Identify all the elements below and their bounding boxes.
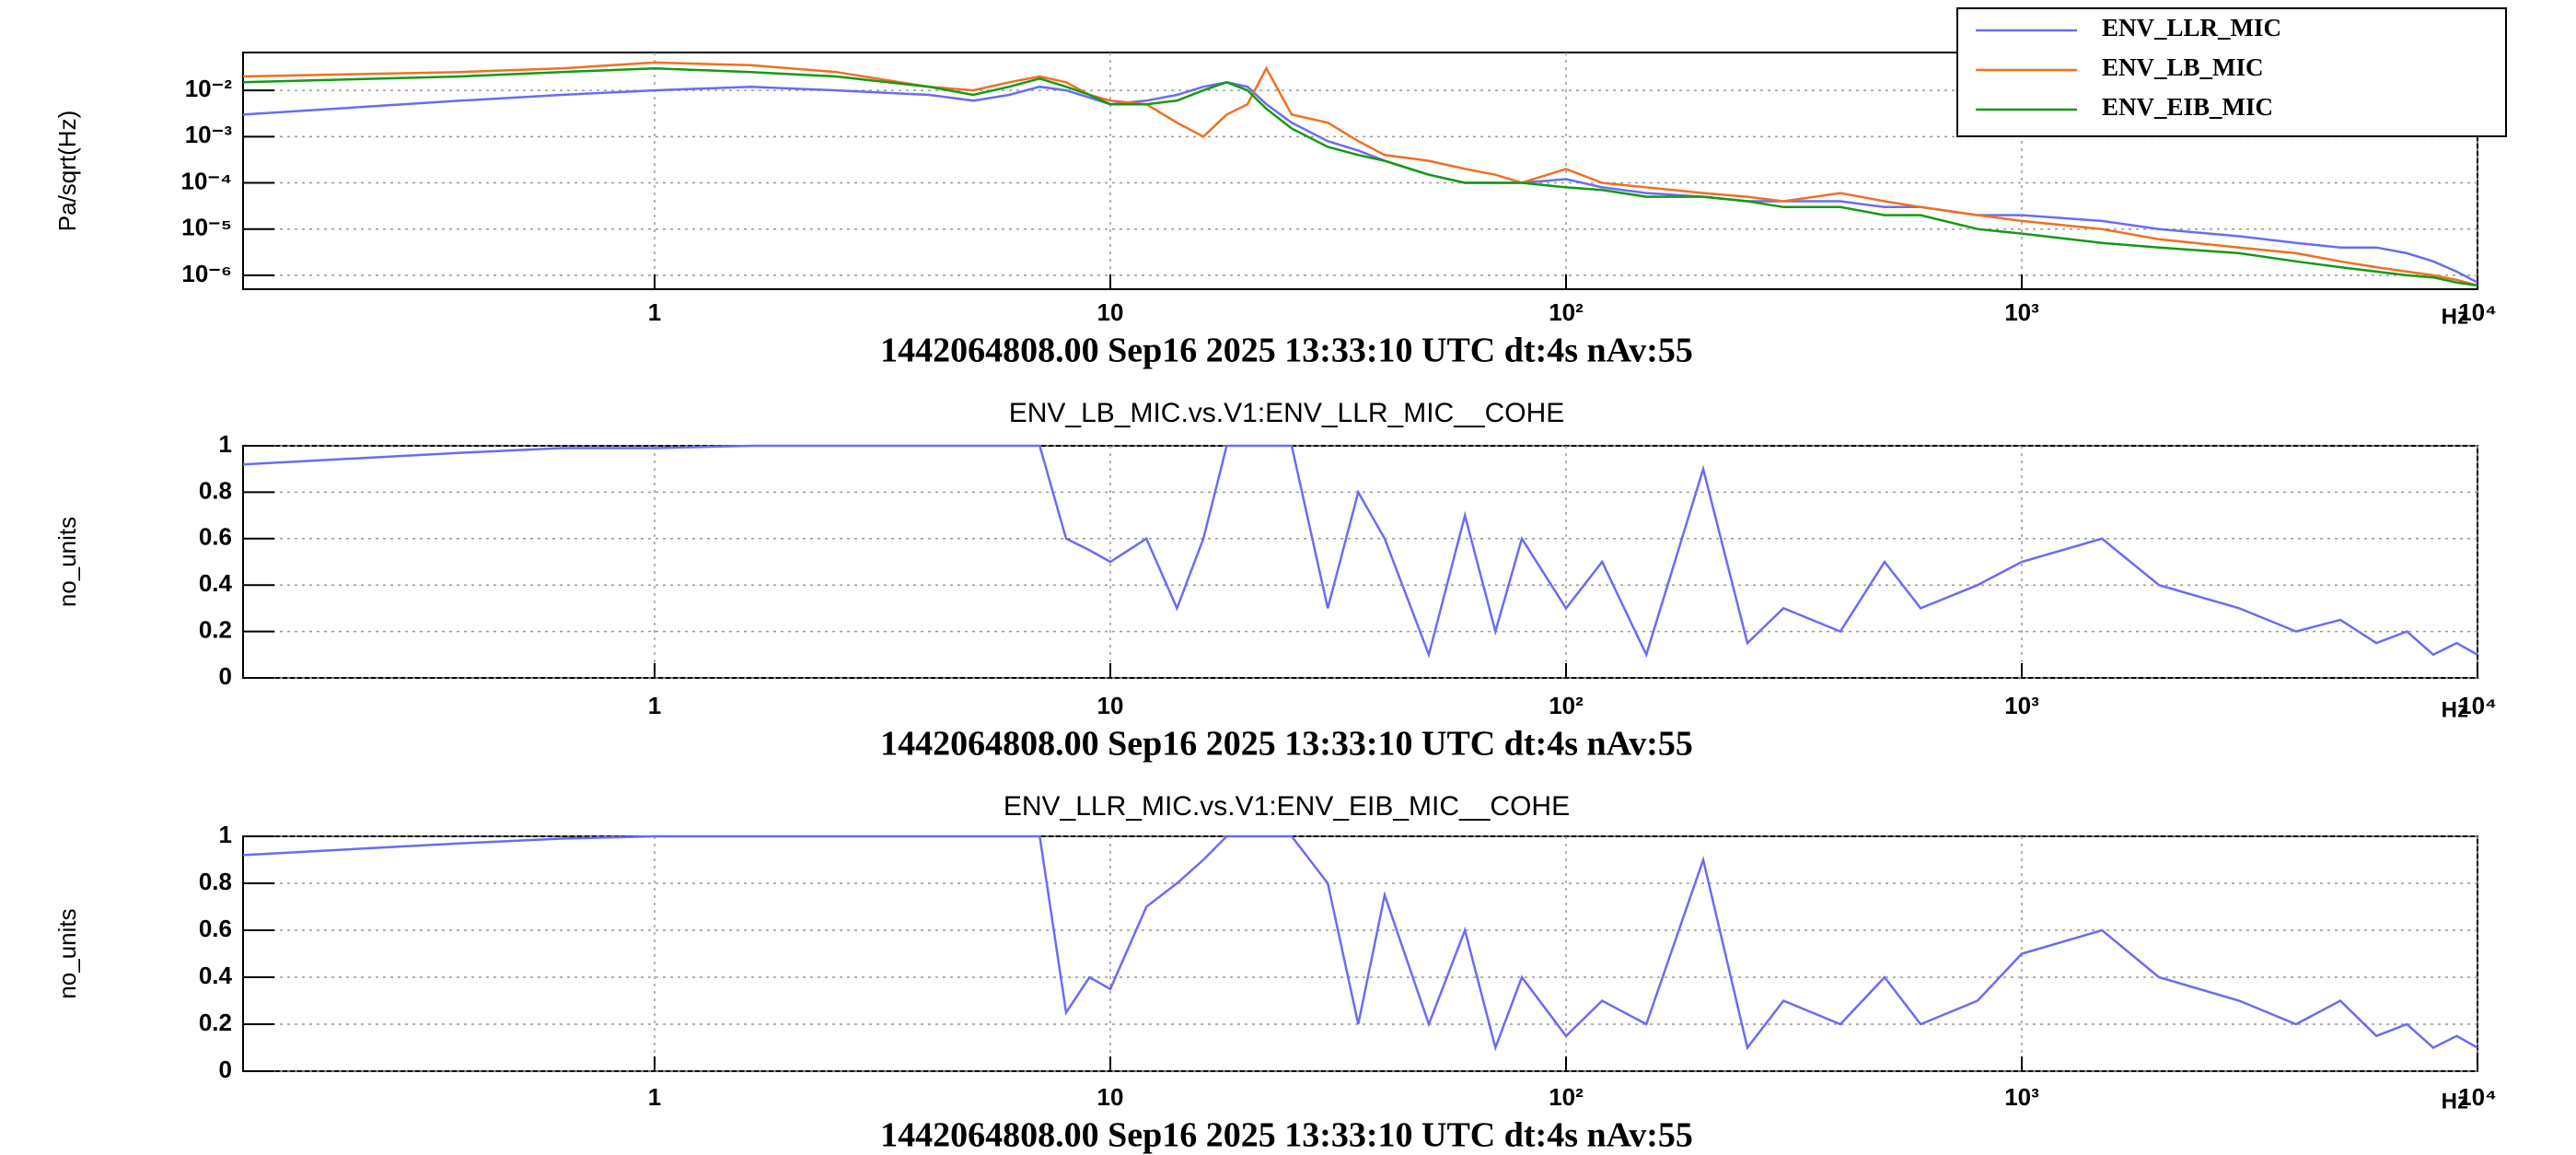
x-tick-label: 1 <box>648 692 661 719</box>
x-tick-label: 10³ <box>2004 692 2039 719</box>
chart-title: ENV_LB_MIC.vs.V1:ENV_LLR_MIC__COHE <box>1009 398 1565 428</box>
data-line <box>242 66 2478 287</box>
plot-frame <box>242 835 2478 1072</box>
x-axis-label: 1442064808.00 Sep16 2025 13:33:10 UTC dt… <box>880 725 1693 764</box>
y-tick-label: 1 <box>219 821 232 848</box>
y-tick-label: 0.8 <box>199 868 232 895</box>
x-tick-label: 10³ <box>2004 298 2039 326</box>
y-axis-label: no_units <box>53 908 81 998</box>
y-tick-label: 1 <box>219 430 232 458</box>
y-tick-label: 0 <box>219 1056 232 1083</box>
y-tick-label: 0 <box>219 662 232 690</box>
y-tick-label: 0.8 <box>199 476 232 504</box>
y-axis-label: no_units <box>53 517 81 607</box>
y-tick-label: 10⁻⁶ <box>181 260 232 287</box>
y-tick-label: 0.4 <box>199 962 233 989</box>
y-tick-label: 0.4 <box>199 569 233 597</box>
y-tick-label: 10⁻⁴ <box>180 167 232 194</box>
x-unit: Hz <box>2442 304 2468 329</box>
legend-label: ENV_EIB_MIC <box>2102 93 2273 121</box>
x-unit: Hz <box>2442 1089 2468 1114</box>
x-tick-label: 10³ <box>2004 1083 2039 1111</box>
y-tick-label: 10⁻² <box>185 75 233 102</box>
x-tick-label: 10⁴ <box>2458 298 2497 326</box>
x-tick-label: 10² <box>1549 298 1584 326</box>
y-tick-label: 0.6 <box>199 915 232 942</box>
x-axis-label: 1442064808.00 Sep16 2025 13:33:10 UTC dt… <box>880 332 1693 370</box>
data-line <box>242 834 2478 1052</box>
x-tick-label: 10 <box>1097 298 1124 326</box>
x-tick-label: 10⁴ <box>2458 692 2497 719</box>
x-tick-label: 1 <box>648 1083 661 1111</box>
x-axis-label: 1442064808.00 Sep16 2025 13:33:10 UTC dt… <box>880 1116 1693 1155</box>
x-unit: Hz <box>2442 697 2468 722</box>
x-tick-label: 10⁴ <box>2458 1083 2497 1111</box>
y-tick-label: 0.2 <box>199 615 232 643</box>
y-tick-label: 10⁻³ <box>185 121 233 148</box>
y-axis-label: Pa/sqrt(Hz) <box>53 111 81 231</box>
y-tick-label: 0.2 <box>199 1009 232 1036</box>
x-tick-label: 10 <box>1097 1083 1124 1111</box>
data-line <box>242 444 2478 659</box>
plot-frame <box>242 445 2478 679</box>
legend-label: ENV_LB_MIC <box>2102 53 2264 81</box>
x-tick-label: 10² <box>1549 692 1584 719</box>
x-tick-label: 10² <box>1549 1083 1584 1111</box>
data-line <box>242 61 2478 287</box>
x-tick-label: 1 <box>648 298 661 326</box>
legend-label: ENV_LLR_MIC <box>2102 14 2281 41</box>
x-tick-label: 10 <box>1097 692 1124 719</box>
y-tick-label: 0.6 <box>199 523 232 551</box>
chart-title: ENV_LLR_MIC.vs.V1:ENV_EIB_MIC__COHE <box>1004 791 1570 822</box>
y-tick-label: 10⁻⁵ <box>181 214 232 241</box>
